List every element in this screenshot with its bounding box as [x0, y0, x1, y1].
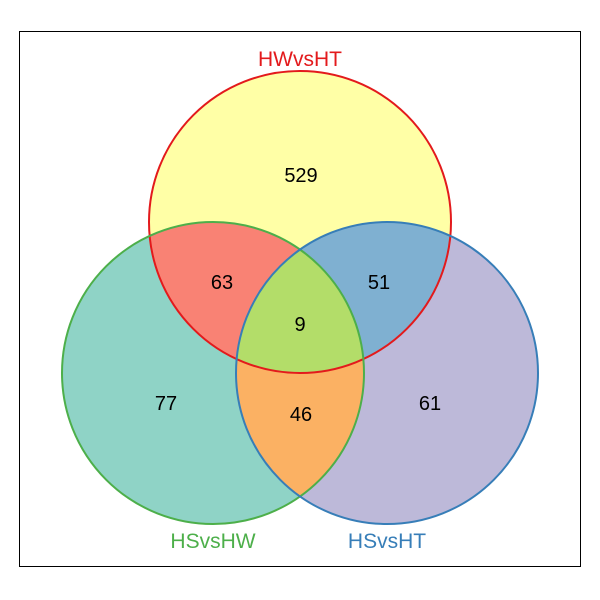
count-all-three: 9 [294, 314, 305, 336]
set-circle-right [235, 221, 539, 525]
count-top-left: 63 [211, 272, 233, 294]
count-left-only: 77 [155, 393, 177, 415]
set-label-right: HSvsHT [348, 530, 426, 553]
set-label-left: HSvsHW [170, 530, 255, 553]
set-circle-top [148, 70, 452, 374]
count-right-only: 61 [419, 393, 441, 415]
set-label-top: HWvsHT [258, 48, 342, 71]
region-all-three [236, 222, 364, 373]
set-circle-left [61, 221, 365, 525]
count-top-right: 51 [368, 272, 390, 294]
count-top-only: 529 [284, 165, 317, 187]
count-left-right: 46 [290, 404, 312, 426]
